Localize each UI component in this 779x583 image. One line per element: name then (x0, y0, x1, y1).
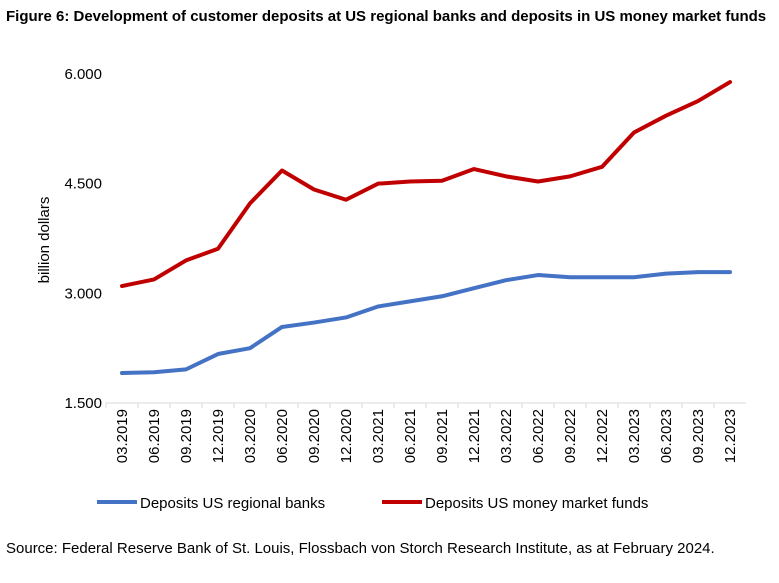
x-tick-label: 09.2023 (690, 409, 707, 463)
legend-label-1: Deposits US regional banks (140, 495, 325, 512)
y-axis-label: billion dollars (36, 197, 53, 284)
x-tick-label: 06.2022 (530, 409, 547, 463)
legend-label-2: Deposits US money market funds (425, 495, 648, 512)
y-tick-label: 4.500 (64, 176, 102, 193)
x-tick-label: 12.2022 (594, 409, 611, 463)
x-tick-label: 03.2022 (498, 409, 515, 463)
x-tick-label: 06.2019 (146, 409, 163, 463)
series-line-1 (120, 270, 732, 376)
x-tick-label: 09.2020 (306, 409, 323, 463)
x-tick-label: 03.2020 (242, 409, 259, 463)
y-tick-label: 3.000 (64, 285, 102, 302)
x-tick-label: 12.2020 (338, 409, 355, 463)
chart-title: Figure 6: Development of customer deposi… (6, 8, 767, 25)
series-line-2 (120, 80, 732, 289)
x-tick-label: 12.2021 (466, 409, 483, 463)
x-tick-label: 06.2023 (658, 409, 675, 463)
x-tick-label: 12.2023 (722, 409, 739, 463)
y-tick-label: 1.500 (64, 395, 102, 412)
x-tick-label: 06.2020 (274, 409, 291, 463)
source-note: Source: Federal Reserve Bank of St. Loui… (6, 540, 715, 557)
x-tick-label: 03.2023 (626, 409, 643, 463)
x-tick-label: 03.2021 (370, 409, 387, 463)
x-tick-label: 09.2021 (434, 409, 451, 463)
x-tick-label: 09.2019 (178, 409, 195, 463)
x-tick-label: 09.2022 (562, 409, 579, 463)
x-tick-label: 06.2021 (402, 409, 419, 463)
x-tick-label: 12.2019 (210, 409, 227, 463)
y-tick-label: 6.000 (64, 66, 102, 83)
x-tick-label: 03.2019 (114, 409, 131, 463)
